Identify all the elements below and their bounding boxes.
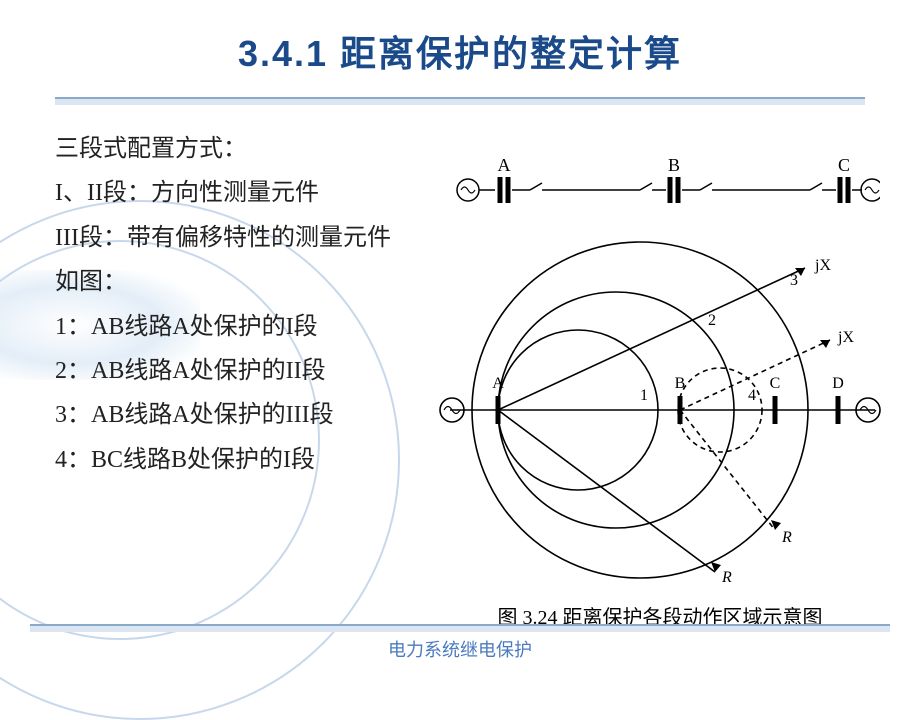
bus-label: D bbox=[832, 375, 844, 392]
node-label: C bbox=[838, 155, 850, 175]
line-diagram: A B C bbox=[450, 155, 880, 215]
main-diagram: A B C D 1 2 3 4 jX jX R bbox=[430, 230, 890, 630]
footer-line bbox=[30, 624, 890, 632]
axis-label: R bbox=[721, 569, 732, 586]
axis-label: jX bbox=[837, 329, 854, 346]
axis-label: jX bbox=[814, 257, 831, 274]
bus-label: C bbox=[770, 375, 781, 392]
axis-label: R bbox=[781, 529, 792, 546]
footer-text: 电力系统继电保护 bbox=[0, 636, 920, 662]
node-label: B bbox=[668, 155, 680, 175]
circle-label: 4 bbox=[748, 387, 756, 404]
node-label: A bbox=[498, 155, 511, 175]
circle-label: 2 bbox=[708, 312, 716, 329]
title-underline bbox=[55, 97, 865, 105]
circle-label: 1 bbox=[640, 387, 648, 404]
page-title: 3.4.1 距离保护的整定计算 bbox=[0, 0, 920, 77]
